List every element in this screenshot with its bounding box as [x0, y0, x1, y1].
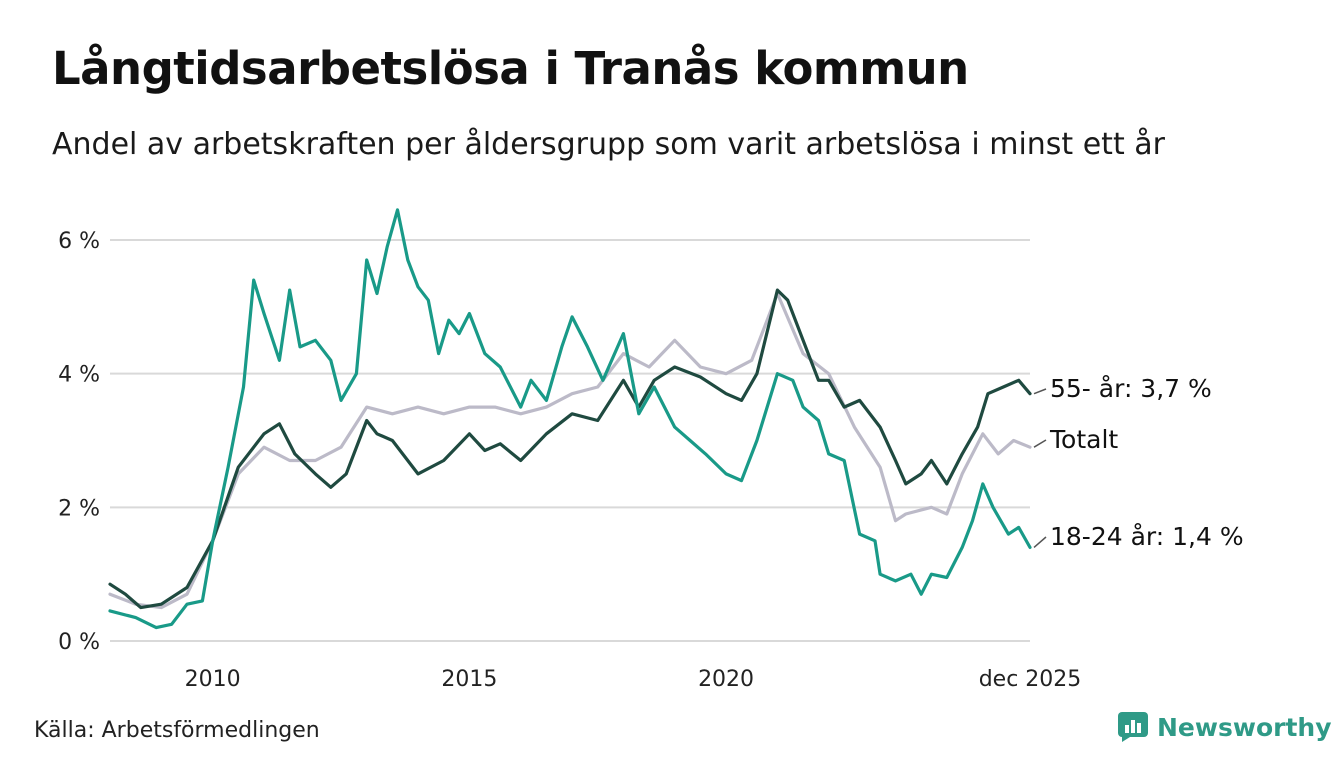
chart-title: Långtidsarbetslösa i Tranås kommun	[52, 42, 969, 95]
newsworthy-logo-icon	[1118, 712, 1148, 742]
x-tick-label: dec 2025	[979, 667, 1082, 692]
x-tick-label: 2010	[185, 667, 241, 692]
series-label-connector	[1033, 439, 1047, 448]
x-tick-label: 2020	[698, 667, 754, 692]
series-line-total	[108, 291, 1032, 610]
series-line-youth	[108, 208, 1032, 630]
y-tick-label: 6 %	[58, 229, 100, 254]
series-end-label-older: 55- år: 3,7 %	[1050, 374, 1212, 403]
x-axis-ticks: 2010 2015 2020 dec 2025	[185, 667, 1082, 692]
brand-logo[interactable]: Newsworthy	[1118, 712, 1332, 742]
grid-lines	[110, 239, 1030, 642]
source-note: Källa: Arbetsförmedlingen	[34, 718, 320, 743]
series-line-older	[108, 288, 1032, 610]
brand-name: Newsworthy	[1157, 712, 1332, 742]
y-tick-label: 2 %	[58, 496, 100, 521]
x-tick-label: 2015	[441, 667, 497, 692]
chart-subtitle: Andel av arbetskraften per åldersgrupp s…	[52, 127, 1165, 162]
series-end-labels: Totalt 55- år: 3,7 % 18-24 år: 1,4 %	[1033, 374, 1244, 551]
y-tick-label: 0 %	[58, 630, 100, 655]
series-end-label-youth: 18-24 år: 1,4 %	[1050, 522, 1244, 551]
series-end-label-total: Totalt	[1049, 425, 1118, 454]
series-label-connector	[1033, 388, 1047, 395]
series-label-connector	[1033, 536, 1047, 548]
y-axis-ticks: 0 % 2 % 4 % 6 %	[58, 229, 100, 655]
series-lines	[108, 208, 1032, 630]
y-tick-label: 4 %	[58, 363, 100, 388]
